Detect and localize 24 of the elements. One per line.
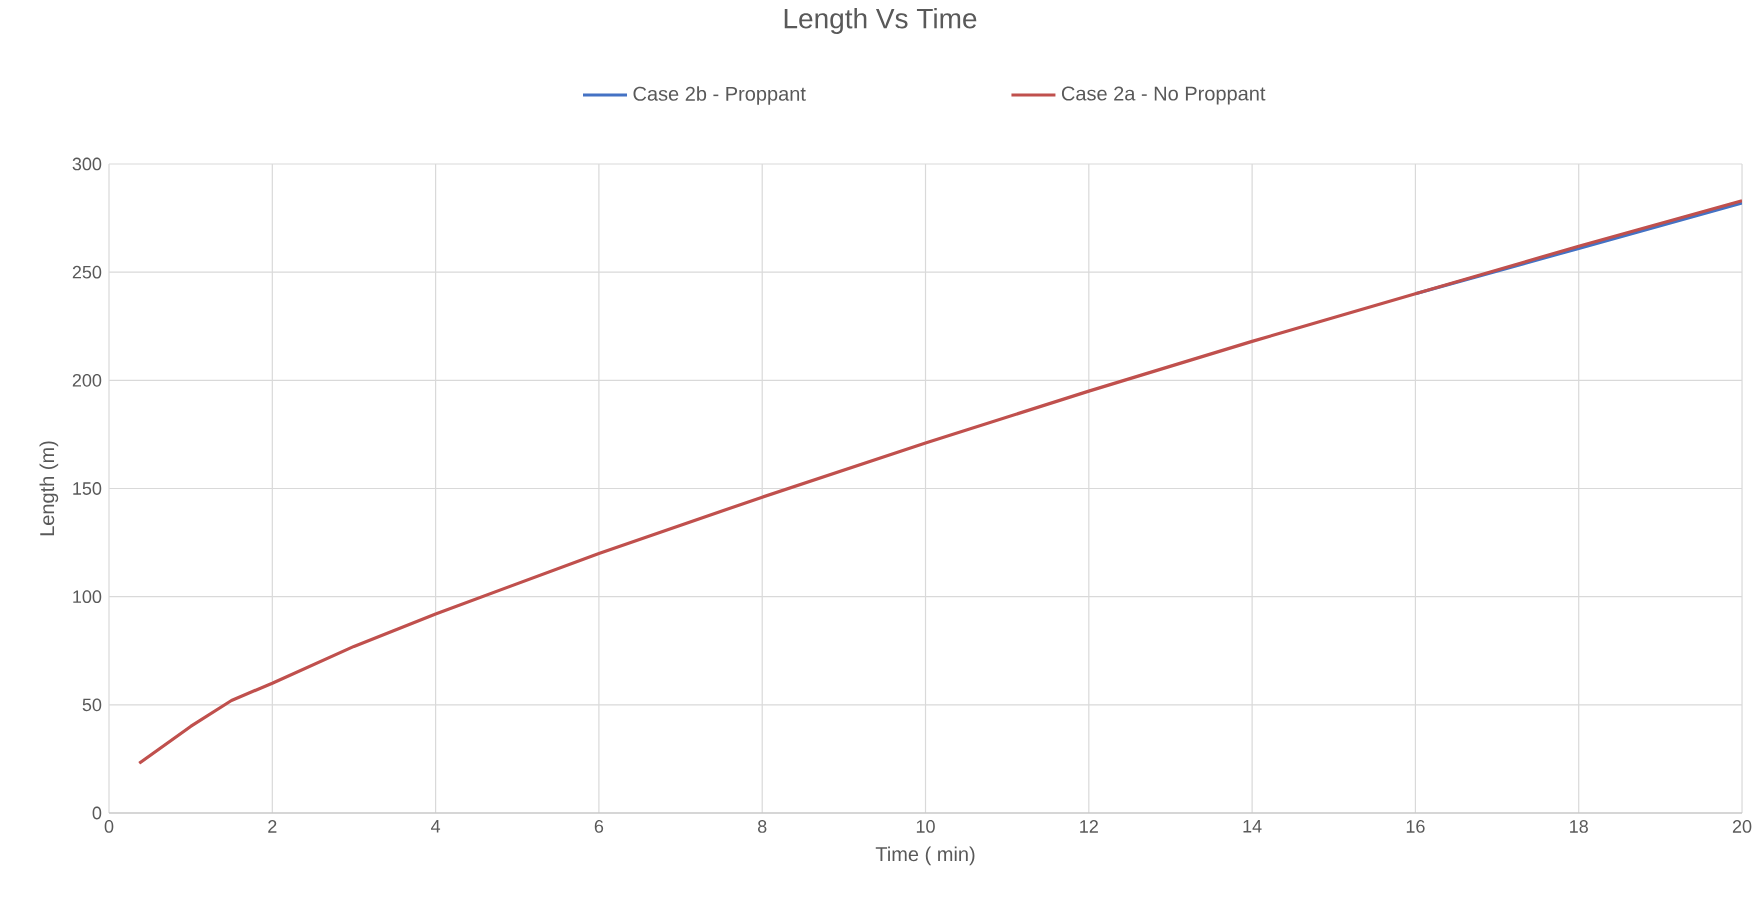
y-tick-label: 100 (73, 590, 102, 604)
x-tick-label: 12 (1080, 820, 1098, 833)
x-tick-label: 16 (1406, 820, 1425, 833)
line-series (137, 199, 1743, 765)
legend-label: Case 2b - Proppant (633, 86, 806, 105)
x-tick-label: 2 (268, 820, 277, 833)
y-tick-label: 150 (73, 482, 102, 495)
y-tick-label: 250 (72, 265, 102, 279)
x-tick-label: 0 (104, 820, 114, 833)
y-tick-label: 50 (82, 698, 102, 712)
y-tick-label: 200 (72, 373, 102, 387)
x-tick-label: 8 (757, 820, 767, 833)
chart-title: Length Vs Time (784, 7, 977, 35)
x-tick-label: 20 (1732, 820, 1752, 833)
y-tick-label: 300 (72, 157, 102, 171)
x-tick-label: 18 (1570, 820, 1588, 833)
x-tick-label: 6 (594, 820, 604, 833)
y-tick-label: 0 (92, 806, 102, 820)
x-tick-label: 14 (1243, 820, 1262, 833)
x-tick-label: 4 (431, 820, 441, 833)
x-tick-label: 10 (916, 820, 935, 833)
x-axis-title: Time ( min) (875, 846, 975, 866)
y-axis-title: Length (m) (39, 441, 59, 536)
legend-label: Case 2a - No Proppant (1061, 86, 1266, 105)
